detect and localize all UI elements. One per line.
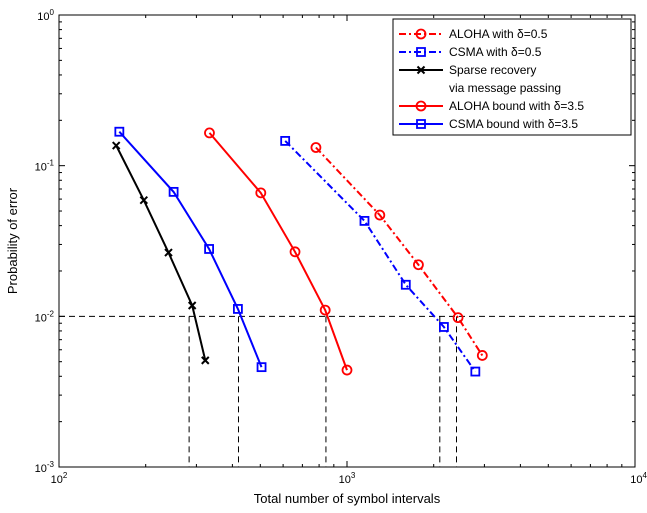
- data-point-x-stroke: [112, 141, 121, 150]
- x-tick-label-base: 10: [630, 474, 642, 486]
- legend-item: CSMA with δ=0.5: [399, 45, 542, 59]
- x-tick-label-exponent: 2: [63, 471, 68, 480]
- data-point-x: [201, 356, 210, 365]
- data-point-circle: [289, 246, 301, 258]
- y-tick-label: 100: [37, 8, 54, 23]
- y-axis-label: Probability of error: [5, 187, 20, 294]
- data-point-x: [164, 248, 173, 257]
- legend-item: Sparse recovery via message passing: [399, 63, 561, 95]
- data-point-circle: [413, 259, 424, 271]
- data-point-square: [168, 186, 179, 197]
- series-0: [310, 142, 488, 361]
- series-3: [204, 127, 353, 376]
- data-point-square: [416, 47, 426, 57]
- y-tick-label-base: 10: [35, 312, 47, 324]
- series-line: [284, 140, 477, 373]
- y-tick-label-base: 10: [35, 463, 47, 475]
- y-tick-label-exponent: -1: [47, 159, 55, 168]
- legend-box: [392, 18, 632, 136]
- series-4: [114, 126, 267, 373]
- data-point-circle: [476, 350, 488, 361]
- data-point-circle: [452, 312, 464, 324]
- data-point-circle: [204, 127, 215, 139]
- series-line: [118, 131, 263, 368]
- y-tick-label: 10-1: [35, 159, 55, 174]
- x-tick-label: 102: [51, 471, 68, 486]
- reference-lines: [59, 315, 635, 467]
- legend-label: Sparse recovery: [449, 63, 536, 77]
- legend-label: ALOHA bound with δ=3.5: [449, 99, 584, 113]
- series-line: [315, 146, 484, 357]
- y-tick-label: 10-3: [35, 460, 55, 475]
- legend-item: ALOHA with δ=0.5: [399, 27, 548, 41]
- data-point-x-stroke: [201, 356, 210, 365]
- data-point-x: [139, 195, 149, 205]
- legend-item: ALOHA bound with δ=3.5: [399, 99, 584, 113]
- y-tick-label-exponent: -2: [47, 309, 55, 318]
- y-tick-label-exponent: -3: [47, 460, 55, 469]
- data-point-circle: [415, 28, 427, 40]
- data-point-x-stroke: [164, 248, 173, 257]
- series-1: [280, 136, 481, 377]
- x-tick-label: 103: [339, 471, 356, 486]
- legend-label: CSMA with δ=0.5: [449, 45, 542, 59]
- data-point-square: [416, 119, 426, 129]
- data-point-x: [112, 141, 121, 150]
- y-tick-label-base: 10: [37, 11, 49, 23]
- axis-ticks: [58, 14, 636, 468]
- legend-label: via message passing: [449, 81, 561, 95]
- data-point-square: [470, 366, 481, 377]
- data-point-square: [114, 126, 125, 137]
- x-tick-label-exponent: 3: [351, 471, 356, 480]
- data-point-x: [187, 301, 197, 310]
- data-point-circle: [374, 209, 386, 221]
- data-point-x-stroke: [187, 301, 197, 310]
- x-tick-label-base: 10: [51, 474, 63, 486]
- y-tick-label-exponent: 0: [50, 8, 55, 17]
- legend-label: ALOHA with δ=0.5: [449, 27, 548, 41]
- legend-item: CSMA bound with δ=3.5: [399, 117, 578, 131]
- series-layer: [112, 126, 488, 377]
- data-point-circle: [255, 187, 267, 199]
- data-point-circle: [310, 142, 322, 153]
- data-point-square: [439, 322, 449, 332]
- data-point-x-stroke: [139, 195, 149, 205]
- x-tick-label-exponent: 4: [643, 471, 647, 480]
- data-point-square: [280, 136, 291, 146]
- data-point-x: [416, 65, 426, 75]
- data-point-square: [232, 304, 243, 314]
- series-2: [112, 141, 210, 365]
- x-axis-label: Total number of symbol intervals: [254, 491, 441, 506]
- data-point-x-stroke: [416, 65, 426, 75]
- data-point-circle: [415, 100, 427, 112]
- y-tick-label-base: 10: [35, 162, 47, 174]
- data-point-circle: [319, 304, 331, 316]
- x-tick-label-base: 10: [339, 474, 351, 486]
- data-point-square: [400, 279, 411, 290]
- y-tick-label: 10-2: [35, 309, 55, 324]
- data-point-square: [204, 244, 214, 254]
- legend-label: CSMA bound with δ=3.5: [449, 117, 578, 131]
- data-point-circle: [341, 364, 353, 376]
- legend: ALOHA with δ=0.5 CSMA with δ=0.5 Sparse re…: [392, 18, 632, 136]
- x-tick-label: 104: [630, 471, 647, 486]
- data-point-square: [256, 362, 267, 373]
- series-line: [208, 132, 348, 371]
- data-point-square: [359, 215, 370, 226]
